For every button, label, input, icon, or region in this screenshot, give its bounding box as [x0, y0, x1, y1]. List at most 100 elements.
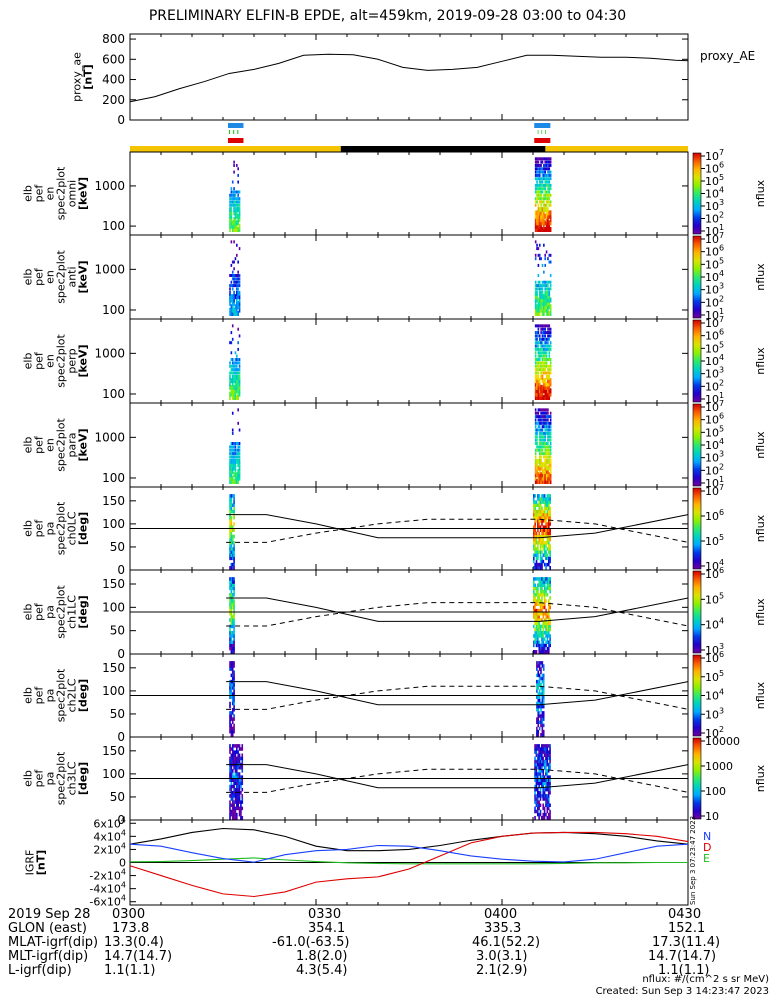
- panel-anti-cell: [545, 280, 548, 284]
- panel-para-cell: [544, 465, 547, 471]
- panel-para-cell: [548, 472, 551, 478]
- panel-ch2LC-cell: [541, 711, 544, 715]
- panel-para-cell: [238, 458, 241, 464]
- panel-para-cell: [541, 479, 544, 484]
- panel-ch3LC-cell: [539, 772, 542, 776]
- panel-omni-cell: [543, 177, 545, 181]
- panel-para-cell: [234, 448, 237, 452]
- state-bar-red: [534, 138, 551, 143]
- panel-para-cell: [541, 442, 544, 445]
- panel-ch3LC-cell: [543, 778, 546, 782]
- panel-ch1LC-cell: [545, 650, 547, 654]
- panel-ch0LC-cell: [230, 544, 233, 548]
- panel-omni-cell: [543, 197, 545, 201]
- panel-ch1LC-cell: [233, 621, 235, 625]
- panel-ch2LC-ylabel-line: elb: [22, 687, 35, 704]
- panel-omni-cell: [233, 163, 235, 167]
- panel-para-cell: [237, 421, 239, 425]
- panel-ch2LC-cell: [541, 733, 544, 737]
- panel-ch2LC-cell: [231, 695, 234, 699]
- panel-ch0LC-cell: [545, 534, 547, 539]
- panel-omni-cell: [540, 187, 542, 191]
- panel-omni-cell: [534, 183, 537, 187]
- igrf-ytick-label: 4x104: [93, 828, 126, 843]
- panel-perp-cell: [545, 374, 548, 380]
- panel-omni-cell: [549, 220, 552, 226]
- panel-ch3LC-cell: [545, 784, 547, 789]
- panel-ch0LC-cell: [535, 516, 538, 520]
- panel-ch0LC-cell: [538, 516, 541, 520]
- panel-anti-cell: [229, 274, 231, 277]
- panel-ch0LC-cell: [233, 541, 235, 545]
- panel-para-cell: [231, 458, 234, 464]
- panel-ch1LC-cell: [541, 643, 543, 648]
- panel-para-cell: [536, 421, 538, 425]
- panel-para-cell: [534, 458, 537, 464]
- panel-para-cell: [230, 475, 233, 481]
- panel-ch3LC-cell: [230, 756, 233, 761]
- panel-ch3LC-cell: [546, 806, 549, 811]
- panel-ch0LC-cell: [548, 522, 550, 526]
- orbit-table: 2019 Sep 28 0300 0330 0400 0430 GLON (ea…: [8, 908, 720, 978]
- panel-para-cell: [540, 455, 542, 459]
- panel-ch0LC-cell: [543, 500, 546, 504]
- panel-ch3LC-cell: [238, 787, 241, 792]
- panel-omni-cell: [536, 227, 538, 232]
- panel-anti-cell: [236, 253, 238, 257]
- panel-ch0LC-cell: [541, 528, 543, 532]
- panel-ch1LC-cell: [233, 608, 235, 613]
- panel-omni-cell: [543, 217, 545, 223]
- panel-ch1LC-cell: [538, 599, 541, 603]
- panel-omni-cell: [534, 160, 537, 164]
- panel-ch0LC-cell: [534, 509, 536, 514]
- panel-ch3LC-cell: [542, 806, 545, 811]
- panel-ch3LC-cell: [229, 800, 231, 804]
- panel-ch3LC-cell: [543, 781, 546, 786]
- panel-para-cell: [548, 465, 551, 471]
- panel-para-cell: [231, 468, 234, 474]
- panel-para-cell: [233, 472, 235, 478]
- panel-anti-cell: [538, 243, 541, 247]
- panel-omni-cell: [549, 183, 552, 187]
- panel-anti-cbar-label: 103: [705, 282, 724, 297]
- panel-ch1LC-cell: [546, 646, 549, 651]
- panel-ch0LC-cell: [538, 562, 541, 567]
- panel-ch3LC-lc-solid: [226, 764, 689, 789]
- panel-para-cell: [229, 475, 231, 481]
- panel-omni-cell: [231, 190, 234, 194]
- panel-omni-cell: [544, 207, 547, 213]
- panel-anti-cell: [534, 311, 537, 316]
- panel-ch3LC-cell: [240, 784, 242, 789]
- panel-ch1LC-cell: [233, 650, 235, 654]
- panel-omni-cell: [547, 160, 549, 164]
- panel-ch2LC-cell: [540, 686, 542, 690]
- panel-anti-cell: [547, 311, 549, 316]
- panel-ch0LC-cell: [548, 509, 550, 514]
- panel-ch3LC-cell: [549, 791, 551, 795]
- panel-ch0LC-cell: [538, 550, 541, 554]
- panel-ch3LC-cell: [230, 797, 233, 801]
- panel-omni-cell: [234, 213, 237, 219]
- panel-ch0LC-cell: [537, 512, 539, 517]
- panel-para-cell: [534, 468, 537, 474]
- panel-ch3LC-cell: [536, 759, 539, 764]
- panel-ch1LC-cell: [546, 583, 549, 587]
- panel-ch0LC-cell: [543, 562, 546, 567]
- panel-perp-cell: [536, 361, 538, 365]
- panel-perp-cell: [543, 351, 545, 355]
- panel-para-cell: [547, 475, 549, 481]
- panel-ch1LC-cell: [229, 583, 231, 587]
- panel-ch1LC-cell: [539, 605, 542, 610]
- panel-omni-cell: [538, 213, 541, 219]
- panel-ch1LC-cell: [545, 580, 547, 584]
- panel-ch1LC-cell: [537, 608, 539, 613]
- panel-ch1LC-cell: [230, 608, 233, 613]
- panel-para-cbar-label: 104: [705, 437, 724, 452]
- panel-ch0LC-cell: [233, 528, 235, 532]
- panel-ch1LC-cell: [537, 577, 539, 581]
- panel-perp-cell: [548, 327, 551, 331]
- panel-ch3LC-cell: [536, 744, 539, 748]
- panel-ch3LC-cell: [546, 787, 549, 792]
- panel-para-cell: [231, 452, 234, 456]
- panel-perp-cell: [547, 331, 549, 335]
